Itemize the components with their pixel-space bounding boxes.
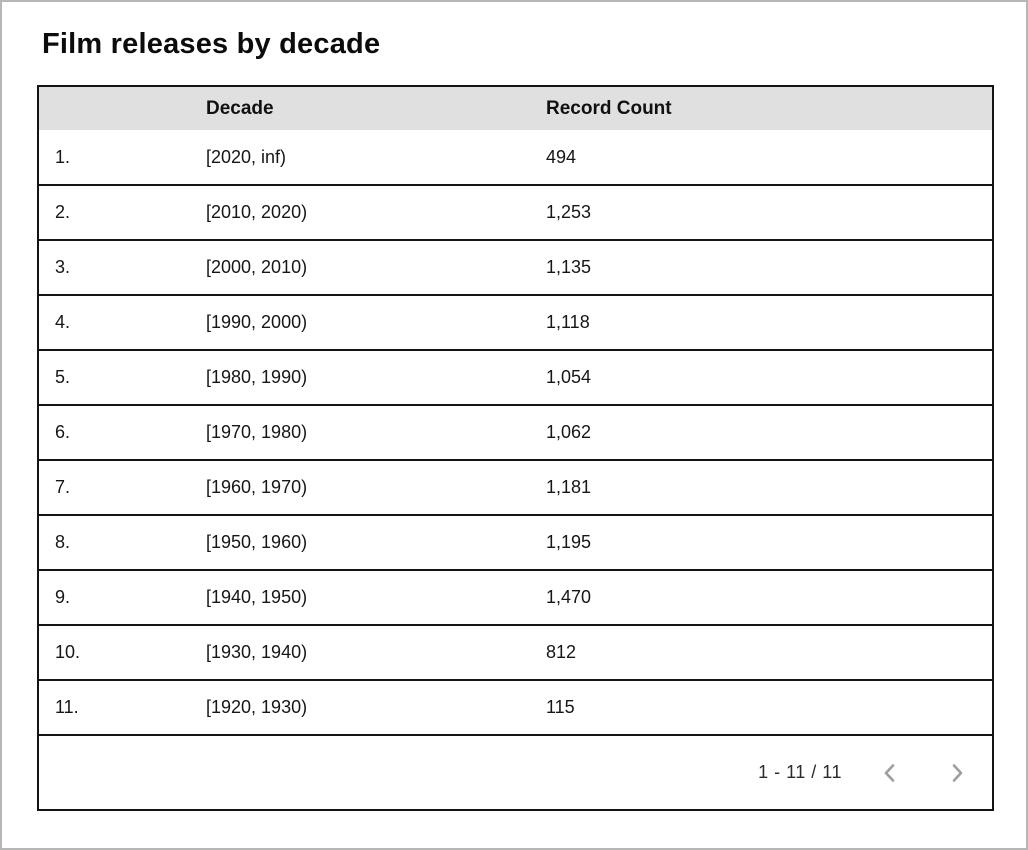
row-count-cell: 1,470 [546,569,993,625]
row-count-cell: 1,135 [546,239,993,295]
chevron-right-icon [945,761,969,785]
row-decade-cell: [1980, 1990) [206,349,546,405]
header-cell-index [38,86,206,130]
header-cell-decade[interactable]: Decade [206,86,546,130]
data-table: Decade Record Count 1. [2020, inf) 494 2. [2… [37,85,994,811]
chevron-left-icon [878,761,902,785]
row-index-cell: 2. [38,184,206,240]
row-index-cell: 6. [38,404,206,460]
row-index-cell: 7. [38,459,206,515]
row-count-cell: 1,181 [546,459,993,515]
row-count-cell: 1,118 [546,294,993,350]
table-header: Decade Record Count [38,86,993,130]
row-index-cell: 4. [38,294,206,350]
row-decade-cell: [1990, 2000) [206,294,546,350]
table-row: 10. [1930, 1940) 812 [38,624,993,680]
row-index-cell: 8. [38,514,206,570]
table-body: 1. [2020, inf) 494 2. [2010, 2020) 1,253 3. [20… [38,130,993,735]
row-index-cell: 10. [38,624,206,680]
next-page-button[interactable] [937,753,977,793]
row-decade-cell: [1970, 1980) [206,404,546,460]
row-count-cell: 1,253 [546,184,993,240]
table-row: 11. [1920, 1930) 115 [38,679,993,735]
row-count-cell: 1,062 [546,404,993,460]
row-decade-cell: [1930, 1940) [206,624,546,680]
table-row: 8. [1950, 1960) 1,195 [38,514,993,570]
table-row: 4. [1990, 2000) 1,118 [38,294,993,350]
row-count-cell: 812 [546,624,993,680]
row-index-cell: 11. [38,679,206,735]
row-decade-cell: [1920, 1930) [206,679,546,735]
row-count-cell: 1,195 [546,514,993,570]
row-index-cell: 3. [38,239,206,295]
previous-page-button[interactable] [870,753,910,793]
row-index-cell: 9. [38,569,206,625]
table-row: 2. [2010, 2020) 1,253 [38,184,993,240]
header-cell-count[interactable]: Record Count [546,86,993,130]
table-row: 7. [1960, 1970) 1,181 [38,459,993,515]
header-row: Decade Record Count [38,86,993,130]
row-decade-cell: [2020, inf) [206,130,546,185]
footer-row: 1 - 11 / 11 [38,734,993,810]
row-index-cell: 5. [38,349,206,405]
table-row: 3. [2000, 2010) 1,135 [38,239,993,295]
table-row: 9. [1940, 1950) 1,470 [38,569,993,625]
row-count-cell: 494 [546,130,993,185]
row-decade-cell: [1950, 1960) [206,514,546,570]
page-range-label: 1 - 11 / 11 [758,762,842,782]
row-decade-cell: [1940, 1950) [206,569,546,625]
page-title: Film releases by decade [42,28,381,60]
table-row: 5. [1980, 1990) 1,054 [38,349,993,405]
row-count-cell: 115 [546,679,993,735]
pagination: 1 - 11 / 11 [39,753,992,793]
row-decade-cell: [2000, 2010) [206,239,546,295]
row-count-cell: 1,054 [546,349,993,405]
row-decade-cell: [1960, 1970) [206,459,546,515]
table-footer: 1 - 11 / 11 [38,734,993,810]
table-row: 6. [1970, 1980) 1,062 [38,404,993,460]
row-index-cell: 1. [38,130,206,185]
table-row: 1. [2020, inf) 494 [38,130,993,185]
row-decade-cell: [2010, 2020) [206,184,546,240]
